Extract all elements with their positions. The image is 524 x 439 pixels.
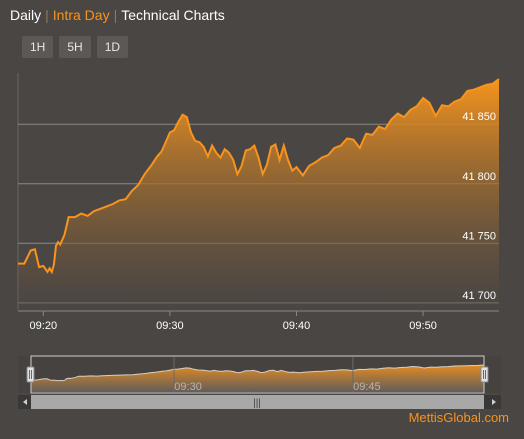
scroll-right-arrow-icon[interactable] [492,399,496,405]
tab-daily[interactable]: Daily [10,7,42,23]
navigator[interactable]: 09:30 09:45 [18,355,501,394]
scroll-left-arrow-icon[interactable] [23,399,27,405]
navigator-x-tick-label: 09:30 [174,381,202,393]
range-selector: 1H 5H 1D [22,36,134,58]
navigator-x-axis: 09:30 09:45 [173,357,381,393]
scrollbar-grip-icon: ||| [253,398,261,409]
brand-label: MettisGlobal.com [408,410,509,425]
navigator-right-handle[interactable] [480,366,489,383]
scrollbar-thumb[interactable] [31,395,484,409]
series-line [18,78,500,275]
navigator-x-tick-label: 09:45 [353,381,381,393]
x-tick-label: 09:50 [409,320,437,332]
y-tick-label: 41 850 [462,111,496,123]
range-button-5h[interactable]: 5H [59,36,91,58]
range-button-1h[interactable]: 1H [22,36,54,58]
y-axis: 41 700 41 750 41 800 41 850 [462,111,496,302]
y-tick-label: 41 700 [462,290,496,302]
view-tabs: Daily | Intra Day | Technical Charts [10,7,225,23]
tab-technical-charts[interactable]: Technical Charts [121,7,225,23]
x-tick-label: 09:40 [283,320,311,332]
navigator-area [31,365,484,392]
x-tick-label: 09:20 [30,320,58,332]
navigator-left-handle[interactable] [26,366,35,383]
range-button-1d[interactable]: 1D [96,36,129,58]
x-axis: 09:20 09:30 09:40 09:50 [30,311,437,332]
tab-separator: | [113,7,118,23]
scrollbar[interactable]: ||| [18,395,501,409]
tab-intra-day[interactable]: Intra Day [52,7,110,23]
navigator-line [31,364,485,382]
x-tick-label: 09:30 [156,320,184,332]
tab-separator: | [45,7,49,23]
series-area [18,79,499,310]
y-tick-label: 41 750 [462,230,496,242]
y-tick-label: 41 800 [462,171,496,183]
